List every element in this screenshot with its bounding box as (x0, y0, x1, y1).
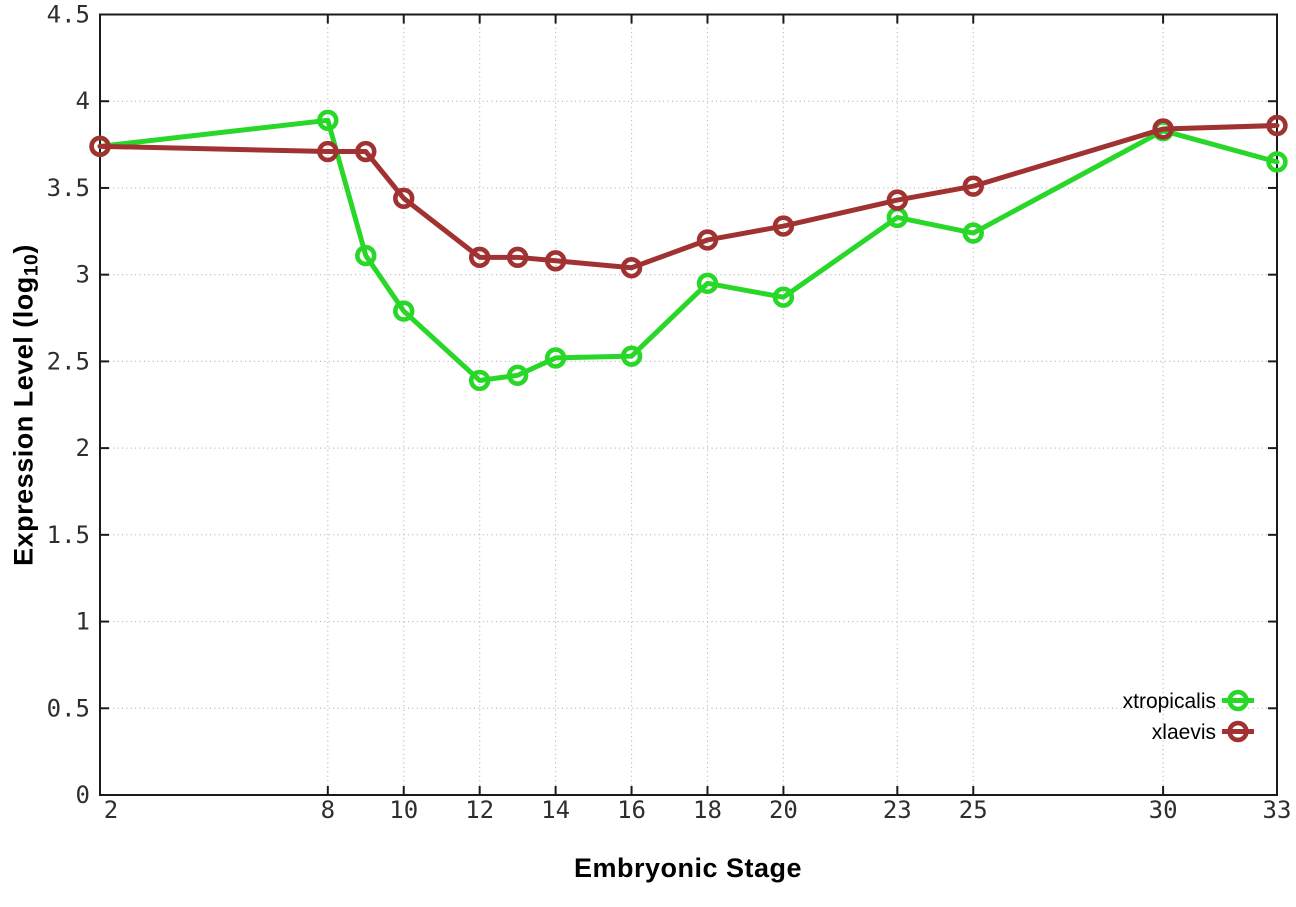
y-axis-title-subscript: 10 (20, 253, 43, 277)
x-tick-label: 2 (104, 796, 118, 824)
data-point-xlaevis (886, 189, 909, 211)
data-point-xtropicalis (393, 300, 415, 322)
y-tick-label: 0 (76, 781, 90, 809)
data-point-xtropicalis (772, 286, 795, 308)
data-point-xlaevis (620, 257, 643, 279)
x-tick-label: 20 (769, 796, 798, 824)
data-point-xlaevis (544, 250, 567, 272)
y-tick-label: 4 (76, 87, 90, 115)
x-axis-title: Embryonic Stage (573, 853, 803, 883)
legend-label-xlaevis: xlaevis (1152, 721, 1216, 744)
data-point-xlaevis (696, 229, 719, 251)
data-point-xlaevis (468, 246, 491, 269)
data-point-xtropicalis (506, 364, 529, 386)
data-point-xlaevis (355, 140, 377, 163)
x-tick-label: 33 (1263, 796, 1292, 824)
y-tick-label: 2.5 (47, 347, 90, 375)
series-line-xlaevis (97, 123, 1280, 271)
y-tick-label: 3 (76, 261, 90, 289)
y-tick-label: 1 (76, 608, 90, 636)
legend-label-xtropicalis: xtropicalis (1123, 690, 1216, 713)
data-point-xtropicalis (468, 369, 491, 392)
data-point-xtropicalis (696, 272, 719, 295)
y-axis-title-main: Expression Level (log (8, 276, 39, 566)
data-point-xlaevis (772, 215, 795, 237)
legend-sample-marker-xtropicalis (1227, 689, 1249, 712)
data-point-xlaevis (393, 187, 415, 210)
y-axis-title: Expression Level (log10) (9, 244, 44, 566)
data-point-xlaevis (962, 175, 984, 197)
y-tick-label: 0.5 (47, 694, 90, 722)
x-tick-label: 10 (389, 796, 418, 824)
y-tick-label: 2 (76, 434, 90, 462)
axis-frame (99, 13, 1278, 796)
data-point-xlaevis (89, 135, 111, 158)
data-point-xtropicalis (1266, 151, 1288, 173)
data-point-xtropicalis (355, 244, 377, 267)
data-point-xlaevis (317, 140, 339, 163)
y-tick-label: 4.5 (47, 1, 90, 29)
data-point-xlaevis (1152, 118, 1174, 140)
x-tick-label: 12 (465, 796, 494, 824)
y-axis-title-close: ) (8, 244, 39, 254)
x-tick-label: 23 (883, 796, 912, 824)
x-tick-label: 16 (617, 796, 646, 824)
x-tick-label: 30 (1149, 796, 1178, 824)
y-tick-label: 1.5 (47, 521, 90, 549)
data-point-xtropicalis (317, 109, 339, 132)
x-tick-label: 8 (321, 796, 335, 824)
series-line-xtropicalis (97, 117, 1280, 383)
data-point-xlaevis (506, 246, 529, 269)
data-point-xlaevis (1266, 114, 1288, 137)
x-tick-label: 14 (541, 796, 570, 824)
data-point-xtropicalis (544, 347, 567, 369)
x-tick-label: 25 (959, 796, 988, 824)
data-point-xtropicalis (962, 222, 984, 244)
y-tick-label: 3.5 (47, 174, 90, 202)
legend-sample-marker-xlaevis (1227, 720, 1249, 743)
data-point-xtropicalis (620, 345, 643, 367)
x-tick-label: 18 (693, 796, 722, 824)
